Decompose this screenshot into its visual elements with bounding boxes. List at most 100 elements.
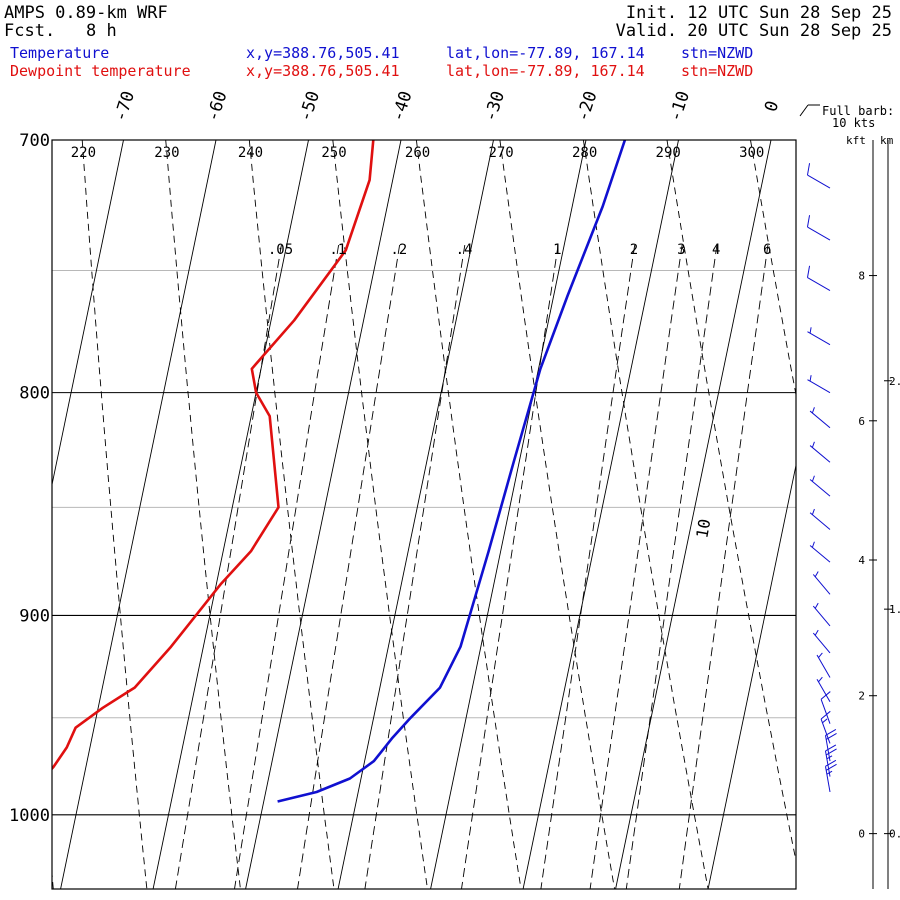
wind-barb-flag-18 — [825, 748, 837, 756]
wind-barb-half-11 — [814, 602, 819, 609]
wind-barb-half-14 — [818, 676, 823, 683]
wind-barb-17 — [824, 729, 837, 762]
wind-barb-6 — [809, 441, 831, 463]
mixing-ratio-line-6 — [589, 245, 683, 889]
height-axis: kft km 8 6 4 2 0 2. 1. 0. — [846, 134, 900, 889]
wind-barb-staff-6 — [809, 445, 831, 463]
legend-dewpoint-name: Dewpoint temperature — [10, 62, 191, 80]
dry-adiabat-250 — [332, 140, 428, 889]
wind-barb-half-19 — [826, 770, 833, 775]
dry-adiabat-280 — [582, 140, 709, 889]
mixing-ratio-line-4 — [461, 245, 559, 889]
kft-axis-title: kft — [846, 134, 866, 147]
wind-barb-8 — [809, 508, 831, 530]
wind-barb-half-12 — [814, 629, 819, 636]
temperature-label--10: -10 — [665, 89, 694, 124]
mixing-ratio-line-7 — [625, 245, 718, 889]
mixing-ratio-lines — [174, 245, 769, 889]
wind-barb-flag-17 — [825, 732, 837, 740]
mixing-ratio-label-7: 4 — [712, 242, 720, 258]
wind-barb-staff-2 — [807, 277, 831, 292]
series-lines — [52, 140, 627, 803]
wind-barb-16 — [820, 710, 831, 744]
series-line-1 — [52, 140, 375, 771]
wind-barb-flag-15 — [820, 691, 831, 700]
wind-barb-flag-1 — [806, 215, 811, 228]
wind-barb-half-16 — [822, 718, 828, 724]
wind-barb-staff-10 — [812, 574, 831, 595]
wind-barb-3 — [807, 327, 831, 346]
dry-adiabat-210 — [52, 868, 54, 889]
wind-barb-half-5 — [811, 407, 815, 414]
wind-barb-staff-19 — [824, 766, 831, 793]
wind-barb-half-4 — [809, 375, 812, 382]
wind-barb-half-8 — [811, 508, 815, 515]
isotherm--10 — [522, 140, 679, 889]
legend-temperature-stn: stn=NZWD — [681, 44, 754, 62]
km-tick-label-0: 2. — [889, 375, 900, 388]
wind-barb-14 — [816, 676, 831, 703]
wind-barb-staff-0 — [807, 174, 831, 189]
isotherm--80 — [0, 140, 31, 889]
secondary-isobars — [52, 270, 796, 719]
wind-barb-13 — [816, 652, 831, 678]
series-line-0 — [277, 140, 627, 803]
wind-barb-staff-12 — [812, 632, 831, 654]
mixing-ratio-line-5 — [540, 245, 636, 889]
temperature-label--70: -70 — [110, 89, 139, 124]
extra-label-0: 10 — [692, 517, 714, 539]
wind-barb-staff-9 — [809, 545, 831, 563]
wind-barb-12 — [812, 629, 831, 654]
wind-barb-staff-14 — [816, 678, 831, 703]
wind-barb-9 — [809, 541, 831, 563]
kft-tick-label-0: 8 — [858, 270, 865, 283]
temperature-label--60: -60 — [203, 89, 232, 124]
wind-barb-5 — [809, 407, 831, 429]
wind-barb-half-18 — [826, 755, 833, 760]
pressure-label-800: 800 — [19, 384, 50, 404]
isotherm-10 — [707, 463, 796, 889]
barb-legend-staff — [799, 104, 809, 117]
legend-temperature-latlon: lat,lon=-77.89, 167.14 — [446, 44, 645, 62]
dry-adiabat-label-280: 280 — [572, 145, 597, 161]
pressure-label-900: 900 — [19, 606, 50, 626]
wind-barb-2 — [806, 265, 831, 292]
wind-barb-half-6 — [811, 441, 815, 448]
dry-adiabat-230 — [165, 140, 241, 889]
temperature-label--50: -50 — [295, 89, 324, 124]
valid-time: Valid. 20 UTC Sun 28 Sep 25 — [615, 21, 892, 41]
wind-barb-1 — [806, 215, 831, 241]
wind-barb-flag-2 — [806, 265, 811, 278]
forecast-label: Fcst. — [4, 21, 56, 41]
isotherm--20 — [430, 140, 587, 889]
kft-tick-label-2: 4 — [858, 554, 865, 567]
legend-temperature-xy: x,y=388.76,505.41 — [246, 44, 400, 62]
mixing-ratio-label-8: 6 — [763, 242, 771, 258]
wind-barb-19 — [824, 759, 837, 793]
pressure-label-700: 700 — [19, 131, 50, 151]
isotherm--40 — [245, 140, 402, 889]
wind-barb-0 — [806, 163, 831, 189]
mixing-ratio-label-5: 2 — [630, 242, 638, 258]
wind-barb-half-9 — [811, 541, 815, 548]
km-tick-label-2: 0. — [889, 828, 900, 841]
dry-adiabat-label-290: 290 — [656, 145, 681, 161]
wind-barb-staff-5 — [809, 410, 831, 429]
wind-barb-staff-16 — [820, 718, 831, 744]
mixing-ratio-line-3 — [364, 245, 466, 889]
wind-barb-flag-18 — [825, 744, 837, 752]
legend-dewpoint-xy: x,y=388.76,505.41 — [246, 62, 400, 80]
mixing-ratio-label-3: .4 — [456, 242, 473, 258]
mixing-ratio-label-2: .2 — [390, 242, 407, 258]
mixing-ratio-label-0: .05 — [268, 242, 293, 258]
dry-adiabat-label-260: 260 — [405, 145, 430, 161]
mixing-ratio-line-0 — [174, 245, 282, 889]
dry-adiabat-300 — [750, 140, 796, 398]
dry-adiabat-label-270: 270 — [488, 145, 513, 161]
temperature-label--20: -20 — [573, 89, 602, 124]
wind-barb-staff-4 — [807, 379, 831, 394]
init-time: Init. 12 UTC Sun 28 Sep 25 — [625, 3, 892, 23]
wind-barb-flag-16 — [820, 710, 831, 720]
wind-barb-staff-17 — [824, 735, 831, 762]
